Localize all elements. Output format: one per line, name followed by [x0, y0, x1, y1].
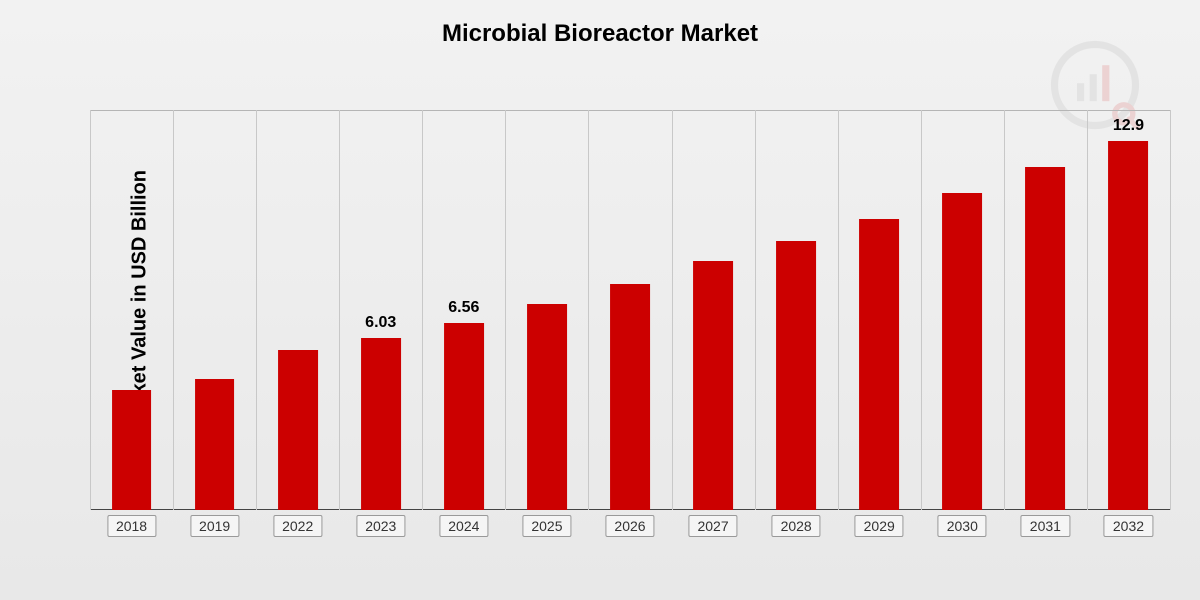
bar — [942, 193, 982, 510]
bar — [1025, 167, 1065, 510]
bar-slot — [505, 110, 588, 510]
x-tick-label: 2019 — [190, 515, 239, 537]
bar — [610, 284, 650, 510]
chart-title: Microbial Bioreactor Market — [0, 20, 1200, 48]
bar — [527, 304, 567, 510]
bar-slot — [921, 110, 1004, 510]
x-axis: 2018 2019 2022 2023 2024 2025 2026 2027 2028 2029… — [90, 515, 1170, 555]
bar-value-label: 12.9 — [1113, 117, 1144, 135]
x-tick-label: 2032 — [1104, 515, 1153, 537]
bar — [278, 350, 318, 510]
bar-slot — [755, 110, 838, 510]
bar-slot — [256, 110, 339, 510]
bar — [112, 390, 152, 510]
plot-area: 6.03 6.56 12.9 — [90, 110, 1170, 510]
x-tick-label: 2026 — [605, 515, 654, 537]
x-tick-label: 2027 — [688, 515, 737, 537]
x-tick-label: 2031 — [1021, 515, 1070, 537]
x-tick-label: 2029 — [855, 515, 904, 537]
x-tick-label: 2028 — [772, 515, 821, 537]
x-tick-label: 2022 — [273, 515, 322, 537]
x-tick-label: 2025 — [522, 515, 571, 537]
bar — [693, 261, 733, 510]
bar-slot — [838, 110, 921, 510]
bar-slot: 12.9 — [1087, 110, 1170, 510]
bar — [1109, 141, 1149, 510]
grid-vertical — [1170, 110, 1171, 510]
bar-slot — [1004, 110, 1087, 510]
bars-container: 6.03 6.56 12.9 — [90, 110, 1170, 510]
x-tick-label: 2030 — [938, 515, 987, 537]
x-tick-label: 2018 — [107, 515, 156, 537]
bar — [859, 219, 899, 510]
bar-slot — [672, 110, 755, 510]
bar — [776, 241, 816, 510]
bar-value-label: 6.56 — [448, 299, 479, 317]
bar-slot — [588, 110, 671, 510]
bar-slot — [173, 110, 256, 510]
x-tick-label: 2023 — [356, 515, 405, 537]
x-tick-label: 2024 — [439, 515, 488, 537]
bar — [361, 338, 401, 510]
bar — [195, 379, 235, 510]
bar-value-label: 6.03 — [365, 314, 396, 332]
bar-slot: 6.03 — [339, 110, 422, 510]
bar-slot — [90, 110, 173, 510]
bar-slot: 6.56 — [422, 110, 505, 510]
bar — [444, 323, 484, 510]
